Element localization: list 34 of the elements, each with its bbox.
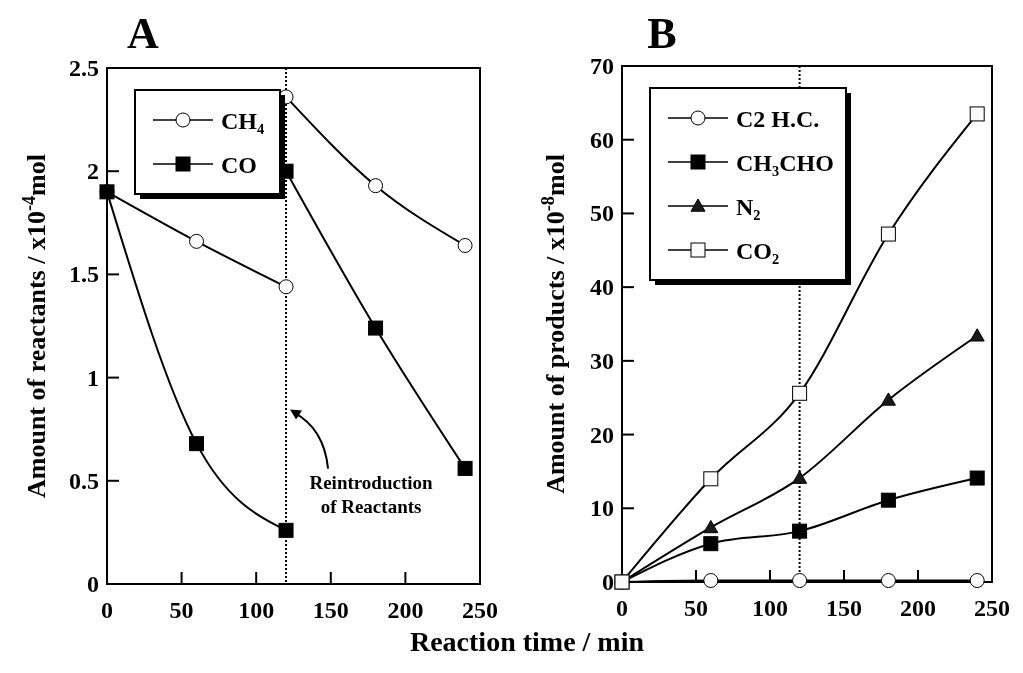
x-tick-label: 250 — [462, 597, 498, 623]
annotation: Reintroduction of Reactants — [309, 471, 434, 517]
y-tick-label: 1 — [87, 364, 99, 391]
x-tick-label: 200 — [387, 597, 424, 623]
x-tick-label: 100 — [238, 597, 275, 623]
y-tick-label: 30 — [590, 347, 614, 374]
chart-title: B — [647, 9, 677, 58]
y-tick-label: 0 — [602, 569, 614, 595]
x-tick-label: 50 — [169, 597, 194, 623]
y-tick-label: 2 — [87, 158, 99, 185]
y-tick-label: 40 — [590, 274, 614, 301]
x-tick-label: 250 — [974, 595, 1010, 621]
y-tick-label: 70 — [590, 53, 614, 79]
x-tick-label: 150 — [826, 595, 862, 621]
chart-title: A — [127, 9, 160, 58]
y-tick-label: 50 — [590, 200, 614, 227]
y-tick-label: 2.5 — [69, 55, 99, 81]
x-tick-label: 100 — [752, 595, 788, 621]
y-tick-label: 0.5 — [69, 467, 99, 494]
legend-label: C2 H.C. — [736, 106, 820, 132]
legend-label: N₂ — [736, 194, 761, 220]
y-tick-label: 1.5 — [69, 261, 99, 288]
legend-label: CO₂ — [736, 238, 780, 264]
x-tick-label: 200 — [900, 595, 936, 621]
legend-label: CO — [221, 152, 257, 178]
x-tick-label: 150 — [312, 597, 349, 623]
y-tick-label: 0 — [87, 571, 99, 597]
legend-label: CH₄ — [221, 108, 265, 134]
x-tick-label: 50 — [684, 595, 708, 621]
y-tick-label: 10 — [590, 495, 614, 522]
legend-label: CH₃CHO — [736, 150, 834, 176]
x-axis-title: Reaction time / min — [409, 626, 645, 657]
y-tick-label: 60 — [590, 126, 614, 153]
y-tick-label: 20 — [590, 421, 614, 448]
